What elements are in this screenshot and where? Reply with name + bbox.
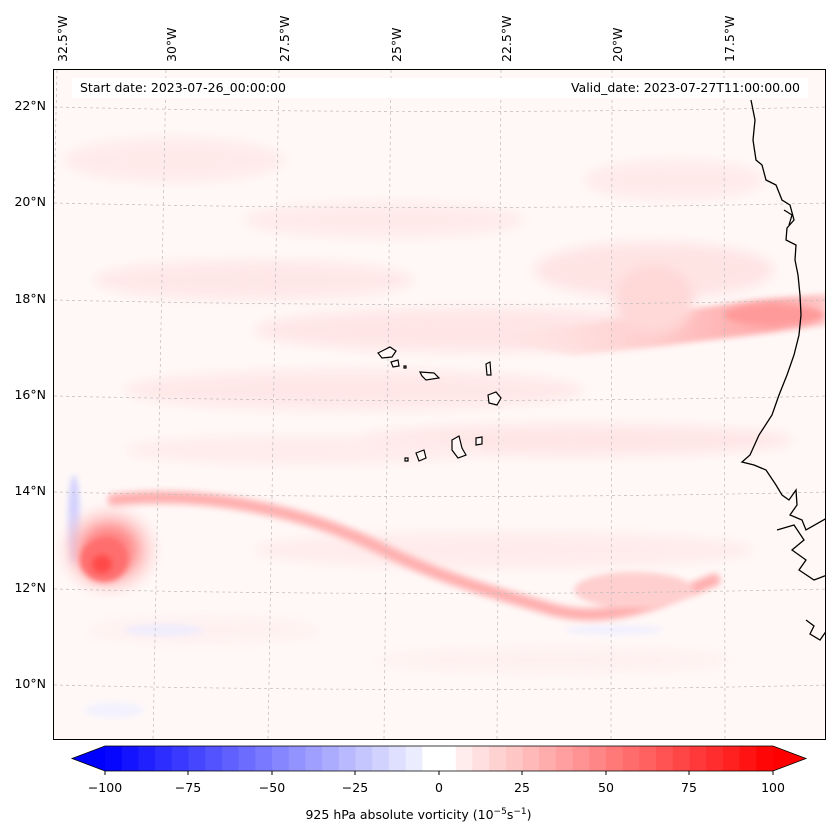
island-maio xyxy=(475,436,483,446)
vorticity-map[interactable]: Start date: 2023-07-26_00:00:00 Valid_da… xyxy=(53,69,826,740)
vorticity-field-negative xyxy=(68,475,664,718)
colorbar-segment xyxy=(756,746,774,771)
map-gridlines xyxy=(54,70,825,739)
colorbar-tick-minus-25: −25 xyxy=(341,780,369,795)
colorbar-segment xyxy=(689,746,707,771)
lon-label-30w: 30°W xyxy=(164,27,179,62)
lat-label-10n: 10°N xyxy=(14,676,46,691)
map-canvas xyxy=(54,70,825,739)
colorbar-label-main: 925 hPa absolute vorticity (10 xyxy=(305,807,494,823)
colorbar xyxy=(70,745,808,775)
coastline xyxy=(740,99,825,641)
colorbar-segments xyxy=(70,745,808,772)
colorbar-segment xyxy=(505,746,524,771)
vorticity-field-weak xyxy=(64,138,794,674)
lat-label-22n: 22°N xyxy=(14,98,46,113)
vorticity-streak xyxy=(107,490,721,622)
colorbar-segment xyxy=(322,746,340,771)
colorbar-ticks xyxy=(104,771,774,775)
lat-label-20n: 20°N xyxy=(14,194,46,209)
colorbar-tick-50: 50 xyxy=(598,780,614,795)
colorbar-segment xyxy=(138,746,156,771)
island-fogo xyxy=(415,449,427,462)
lon-label-27-5w: 27.5°W xyxy=(277,15,292,62)
colorbar-segment xyxy=(388,746,407,771)
colorbar-segment xyxy=(188,746,206,771)
colorbar-segment xyxy=(155,746,173,771)
colorbar-label-exp1: −5 xyxy=(493,807,507,817)
island-santa-luzia xyxy=(403,365,407,369)
colorbar-segment xyxy=(221,746,240,771)
colorbar-segment xyxy=(639,746,657,771)
colorbar-segment xyxy=(472,746,490,771)
colorbar-segment xyxy=(722,746,741,771)
island-brava xyxy=(404,457,409,462)
island-sao-vicente xyxy=(390,359,400,368)
colorbar-segment xyxy=(622,746,640,771)
island-santo-antao xyxy=(377,346,397,359)
colorbar-segment xyxy=(372,746,390,771)
valid-date-label: Valid_date: 2023-07-27T11:00:00.00 xyxy=(570,80,800,95)
colorbar-segment xyxy=(171,746,190,771)
start-date-label: Start date: 2023-07-26_00:00:00 xyxy=(80,80,286,95)
colorbar-segment xyxy=(539,746,557,771)
colorbar-segment xyxy=(606,746,624,771)
colorbar-tick-0: 0 xyxy=(435,780,443,795)
colorbar-segment xyxy=(672,746,691,771)
colorbar-tick-25: 25 xyxy=(514,780,530,795)
colorbar-segment xyxy=(105,746,123,771)
vorticity-band-18n xyxy=(474,265,825,355)
lon-label-22-5w: 22.5°W xyxy=(499,15,514,62)
colorbar-label-end: ) xyxy=(526,807,532,823)
colorbar-segment xyxy=(589,746,607,771)
colorbar-tick-minus-75: −75 xyxy=(174,780,202,795)
colorbar-segment xyxy=(706,746,724,771)
date-banner: Start date: 2023-07-26_00:00:00 Valid_da… xyxy=(72,78,808,98)
colorbar-segment xyxy=(238,746,256,771)
lon-label-20w: 20°W xyxy=(610,27,625,62)
colorbar-segment xyxy=(572,746,590,771)
colorbar-label-exp2: −1 xyxy=(513,807,527,817)
cape-verde-islands xyxy=(377,346,502,462)
colorbar-tick-minus-50: −50 xyxy=(258,780,286,795)
colorbar-tick-75: 75 xyxy=(681,780,697,795)
lat-label-12n: 12°N xyxy=(14,580,46,595)
colorbar-segment xyxy=(555,746,574,771)
colorbar-segment xyxy=(656,746,674,771)
colorbar-segment xyxy=(455,746,473,771)
colorbar-segment xyxy=(522,746,540,771)
lon-label-25w: 25°W xyxy=(389,27,404,62)
colorbar-segment xyxy=(121,746,139,771)
colorbar-segment xyxy=(422,746,440,771)
island-sal xyxy=(485,361,492,376)
island-boa-vista xyxy=(487,391,502,406)
island-santiago xyxy=(451,435,467,459)
colorbar-segment xyxy=(288,746,306,771)
colorbar-extend-max-arrow xyxy=(773,746,806,771)
lon-label-32-5w: 32.5°W xyxy=(55,15,70,62)
lon-label-17-5w: 17.5°W xyxy=(722,15,737,62)
colorbar-label: 925 hPa absolute vorticity (10−5s−1) xyxy=(0,807,837,822)
colorbar-extend-min-arrow xyxy=(72,746,105,771)
colorbar-segment xyxy=(305,746,323,771)
colorbar-segment xyxy=(739,746,757,771)
colorbar-tick-minus-100: −100 xyxy=(87,780,123,795)
lat-label-18n: 18°N xyxy=(14,291,46,306)
vorticity-maximum xyxy=(54,500,164,600)
colorbar-segment xyxy=(255,746,273,771)
colorbar-tick-100: 100 xyxy=(761,780,785,795)
lat-label-14n: 14°N xyxy=(14,483,46,498)
colorbar-label-mid: s xyxy=(506,807,514,823)
colorbar-segment xyxy=(272,746,290,771)
colorbar-segment xyxy=(489,746,507,771)
colorbar-segment xyxy=(405,746,423,771)
island-sao-nicolau xyxy=(418,371,441,381)
colorbar-segment xyxy=(338,746,357,771)
colorbar-segment xyxy=(355,746,373,771)
lat-label-16n: 16°N xyxy=(14,387,46,402)
colorbar-segment xyxy=(205,746,223,771)
colorbar-segment xyxy=(439,746,457,771)
